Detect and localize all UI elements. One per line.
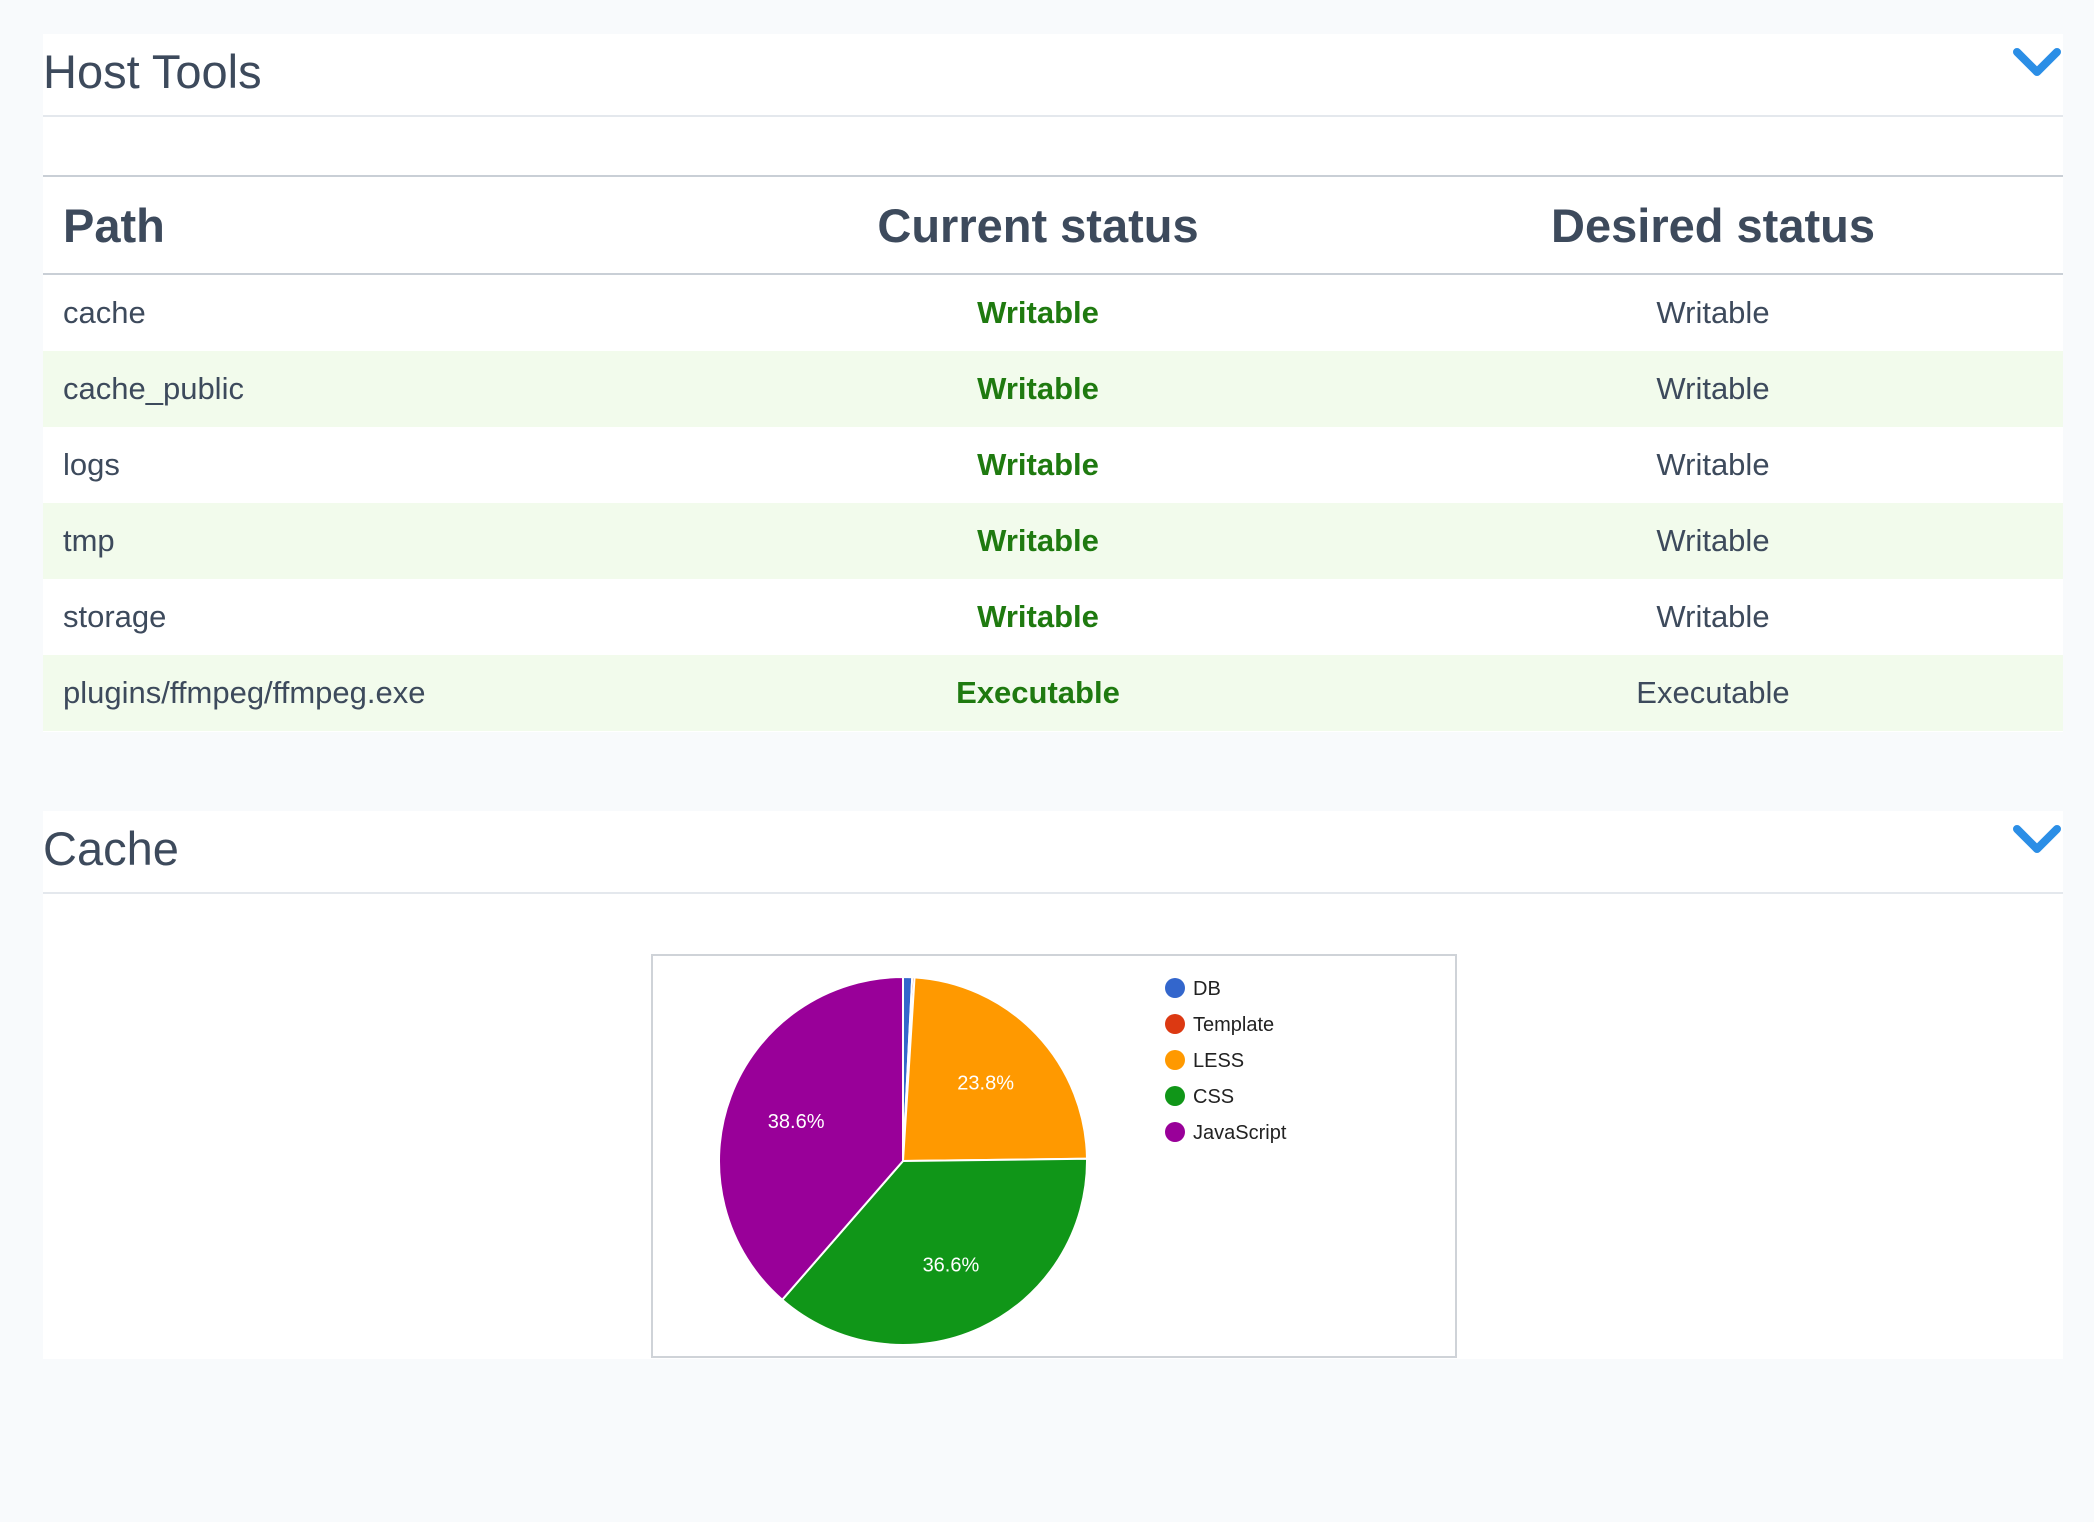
- legend-label: CSS: [1193, 1086, 1234, 1108]
- host-tools-panel: Host Tools Path Current status Desired s…: [43, 34, 2063, 732]
- legend-swatch: [1165, 1014, 1185, 1034]
- chart-legend: DB Template LESS CSS JavaScript: [1165, 978, 1287, 1144]
- desired-status-cell: Executable: [1363, 655, 2063, 731]
- desired-status-cell: Writable: [1363, 351, 2063, 427]
- table-row: storage Writable Writable: [43, 579, 2063, 655]
- path-cell: cache: [63, 295, 146, 330]
- legend-label: Template: [1193, 1014, 1274, 1036]
- path-cell: logs: [63, 447, 120, 482]
- host-tools-table-wrap: Path Current status Desired status cache…: [43, 175, 2063, 731]
- path-cell: tmp: [43, 503, 713, 579]
- host-tools-header: Host Tools: [43, 34, 2063, 117]
- cache-panel: Cache 23.8% 36.6% 38.6% DB Template LESS CSS J…: [43, 811, 2063, 1359]
- chevron-down-icon[interactable]: [2011, 40, 2063, 84]
- table-row: cache Writable Writable: [43, 274, 2063, 351]
- path-cell: cache_public: [43, 351, 713, 427]
- cache-header: Cache: [43, 811, 2063, 894]
- pie-slice-label: 36.6%: [923, 1255, 980, 1277]
- desired-status-cell: Writable: [1656, 599, 1770, 634]
- current-status-cell: Writable: [977, 599, 1099, 634]
- table-row: cache_public Writable Writable: [43, 351, 2063, 427]
- current-status-cell: Writable: [977, 295, 1099, 330]
- table-header-row: Path Current status Desired status: [43, 177, 2063, 275]
- legend-swatch: [1165, 1050, 1185, 1070]
- current-status-cell: Writable: [713, 503, 1363, 579]
- column-header-current-status: Current status: [713, 177, 1363, 275]
- pie-slice-css[interactable]: [780, 1157, 1088, 1346]
- pie-slice-javascript[interactable]: [718, 975, 904, 1302]
- current-status-cell: Executable: [713, 655, 1363, 731]
- cache-chart: 23.8% 36.6% 38.6% DB Template LESS CSS JavaScr…: [651, 954, 1457, 1358]
- legend-swatch: [1165, 978, 1185, 998]
- pie-slice-labels: 23.8% 36.6% 38.6%: [768, 1072, 1014, 1276]
- column-header-path: Path: [43, 177, 713, 275]
- legend-item-template[interactable]: Template: [1165, 1014, 1274, 1036]
- desired-status-cell: Writable: [1656, 295, 1770, 330]
- legend-swatch: [1165, 1086, 1185, 1106]
- chevron-down-icon[interactable]: [2011, 817, 2063, 861]
- host-tools-table: Path Current status Desired status cache…: [43, 177, 2063, 731]
- table-row: plugins/ffmpeg/ffmpeg.exe Executable Exe…: [43, 655, 2063, 731]
- legend-label: DB: [1193, 978, 1221, 1000]
- legend-label: LESS: [1193, 1050, 1244, 1072]
- legend-label: JavaScript: [1193, 1122, 1287, 1144]
- legend-swatch: [1165, 1122, 1185, 1142]
- cache-title: Cache: [43, 822, 179, 875]
- column-header-desired-status: Desired status: [1363, 177, 2063, 275]
- path-cell: plugins/ffmpeg/ffmpeg.exe: [43, 655, 713, 731]
- pie-slice-less[interactable]: [901, 976, 1088, 1163]
- desired-status-cell: Writable: [1363, 503, 2063, 579]
- legend-item-db[interactable]: DB: [1165, 978, 1221, 1000]
- host-tools-title: Host Tools: [43, 45, 262, 98]
- cache-pie-chart: 23.8% 36.6% 38.6% DB Template LESS CSS JavaScr…: [718, 975, 1287, 1346]
- legend-item-javascript[interactable]: JavaScript: [1165, 1122, 1287, 1144]
- legend-item-less[interactable]: LESS: [1165, 1050, 1244, 1072]
- pie-slice-label: 23.8%: [957, 1072, 1014, 1094]
- legend-item-css[interactable]: CSS: [1165, 1086, 1234, 1108]
- path-cell: storage: [63, 599, 167, 634]
- desired-status-cell: Writable: [1656, 447, 1770, 482]
- pie-slices: [718, 975, 1088, 1346]
- current-status-cell: Writable: [977, 447, 1099, 482]
- table-row: tmp Writable Writable: [43, 503, 2063, 579]
- pie-slice-label: 38.6%: [768, 1111, 825, 1133]
- table-row: logs Writable Writable: [43, 427, 2063, 503]
- current-status-cell: Writable: [713, 351, 1363, 427]
